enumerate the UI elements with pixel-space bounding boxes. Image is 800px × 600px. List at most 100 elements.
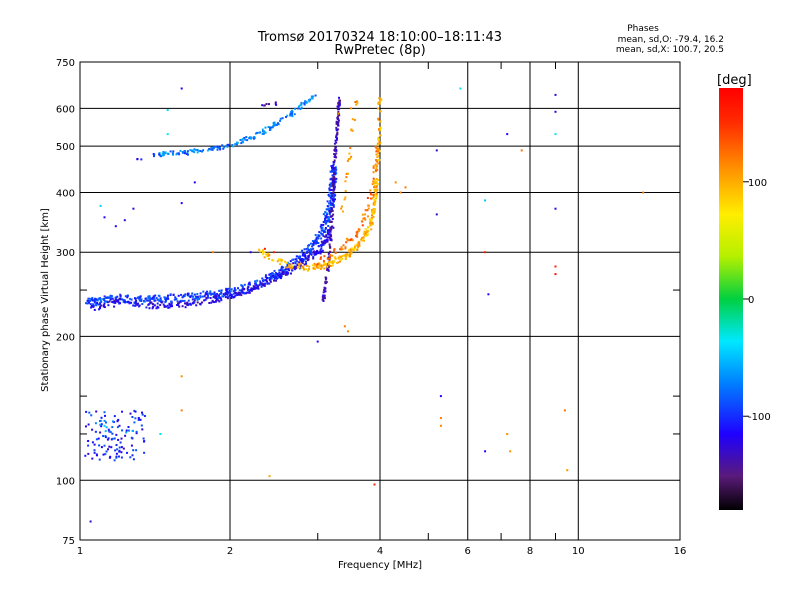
data-point <box>325 282 327 284</box>
data-point <box>141 303 144 305</box>
data-point <box>129 412 132 415</box>
data-point <box>263 284 266 287</box>
data-point <box>332 200 335 203</box>
y-tick-label: 400 <box>56 188 75 199</box>
data-point <box>234 294 237 297</box>
data-point <box>99 204 102 207</box>
x-tick-label: 2 <box>227 546 233 557</box>
data-point <box>248 281 251 284</box>
data-point <box>331 181 334 184</box>
data-point <box>324 235 327 238</box>
data-point <box>377 152 380 155</box>
data-point <box>258 248 261 251</box>
data-point <box>231 295 233 298</box>
data-point <box>127 426 130 428</box>
data-point <box>126 296 129 299</box>
data-point <box>339 260 342 263</box>
data-point <box>333 248 336 251</box>
data-point <box>318 231 321 234</box>
data-point <box>330 208 333 211</box>
data-point <box>336 261 339 264</box>
data-point <box>330 228 333 231</box>
data-point <box>266 255 269 258</box>
data-point <box>264 126 267 129</box>
data-point <box>216 145 219 148</box>
data-point <box>343 325 346 328</box>
data-point <box>145 306 148 309</box>
data-point <box>168 303 171 306</box>
data-point <box>215 297 218 300</box>
data-point <box>109 297 112 300</box>
data-point <box>373 483 376 486</box>
data-point <box>237 287 239 290</box>
stats-phase-o: mean, sd,O: -79.4, 16.2 <box>618 35 724 45</box>
data-point <box>376 183 379 186</box>
x-tick-label: 4 <box>377 546 383 557</box>
data-point <box>113 305 116 308</box>
data-point <box>171 152 174 155</box>
data-point <box>311 240 314 242</box>
data-point <box>274 275 277 278</box>
data-point <box>308 100 311 103</box>
data-point <box>305 260 307 263</box>
data-point <box>162 154 165 156</box>
data-point <box>136 296 139 299</box>
data-point <box>180 300 182 303</box>
data-point <box>90 414 93 417</box>
data-point <box>195 295 198 298</box>
data-point <box>355 234 357 237</box>
data-point <box>104 296 107 299</box>
data-point <box>367 226 370 229</box>
data-point <box>119 295 122 298</box>
data-point <box>96 454 98 457</box>
data-point <box>160 301 163 304</box>
data-point <box>335 122 338 125</box>
data-point <box>109 294 112 297</box>
data-point <box>357 245 360 248</box>
data-point <box>328 191 331 194</box>
data-point <box>226 297 229 300</box>
data-point <box>378 150 381 153</box>
data-point <box>86 302 89 305</box>
data-point <box>279 274 282 277</box>
data-point <box>321 243 323 246</box>
data-point <box>87 440 90 442</box>
data-point <box>368 218 371 221</box>
data-point <box>123 299 126 302</box>
data-point <box>378 141 381 144</box>
data-point <box>179 149 182 152</box>
data-point <box>326 200 329 203</box>
data-point <box>346 159 349 162</box>
data-point <box>165 297 168 300</box>
data-point <box>286 266 289 269</box>
data-point <box>153 304 156 307</box>
data-point <box>202 290 205 293</box>
data-point <box>253 286 256 289</box>
data-point <box>324 276 327 279</box>
data-point <box>320 237 323 240</box>
data-point <box>328 258 331 261</box>
data-point <box>332 189 335 192</box>
data-point <box>115 456 118 459</box>
data-point <box>330 204 332 206</box>
data-point <box>213 295 216 298</box>
data-point <box>181 305 184 308</box>
data-point <box>105 421 107 424</box>
data-point <box>279 119 282 122</box>
data-point <box>364 234 367 237</box>
data-point <box>308 254 310 257</box>
data-point <box>132 458 135 461</box>
data-point <box>321 226 324 229</box>
data-point <box>295 257 298 260</box>
data-point <box>340 246 343 249</box>
data-point <box>372 193 375 196</box>
data-point <box>249 251 252 254</box>
data-point <box>323 267 326 270</box>
data-point <box>313 268 316 270</box>
data-point <box>155 307 158 310</box>
data-point <box>85 302 87 305</box>
data-point <box>358 244 361 247</box>
data-point <box>331 217 334 220</box>
data-point <box>312 95 315 98</box>
data-point <box>257 285 260 288</box>
